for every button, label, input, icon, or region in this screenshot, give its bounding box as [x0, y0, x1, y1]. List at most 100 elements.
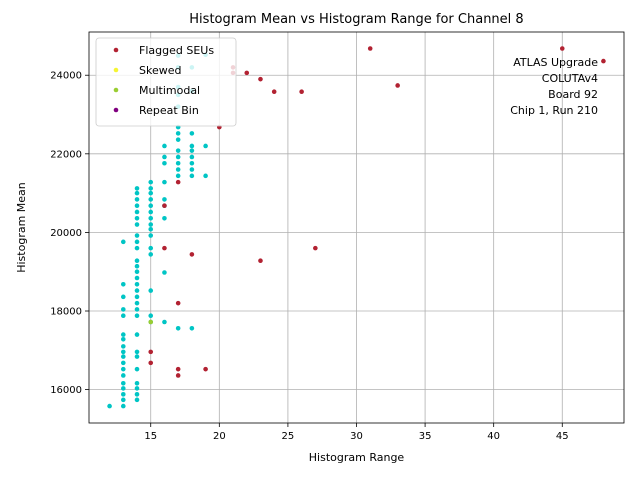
- y-tick-label: 20000: [50, 228, 82, 239]
- data-point-series-0: [134, 209, 140, 215]
- data-point-series-0: [134, 354, 140, 359]
- data-point-series-1: [175, 373, 181, 378]
- data-point-series-0: [162, 160, 167, 166]
- data-point-series-0: [148, 226, 154, 232]
- data-point-series-0: [203, 143, 208, 149]
- data-point-series-0: [134, 269, 140, 275]
- x-axis-ticks: 15 20 25 30 35 40 45: [144, 423, 569, 442]
- data-point-series-1: [313, 245, 318, 251]
- data-point-series-0: [148, 313, 154, 319]
- x-tick-label: 25: [282, 431, 295, 442]
- data-point-series-1: [203, 366, 208, 372]
- data-point-series-0: [134, 263, 140, 269]
- data-point-series-0: [120, 403, 126, 409]
- data-point-series-1: [258, 258, 263, 264]
- data-point-series-0: [162, 154, 167, 160]
- data-point-series-1: [189, 252, 195, 257]
- annotation-line: ATLAS Upgrade: [513, 56, 598, 69]
- data-point-series-1: [601, 58, 606, 64]
- data-point-series-0: [189, 167, 195, 172]
- data-point-series-0: [134, 397, 140, 403]
- x-tick-label: 15: [144, 431, 157, 442]
- data-point-series-1: [271, 89, 277, 95]
- data-point-series-0: [120, 349, 126, 355]
- legend-marker: [113, 67, 119, 73]
- data-point-series-1: [175, 300, 181, 306]
- x-tick-label: 30: [350, 431, 363, 442]
- x-axis-label: Histogram Range: [309, 451, 405, 464]
- data-point-series-0: [148, 190, 154, 196]
- data-point-series-0: [120, 397, 126, 403]
- y-tick-label: 16000: [50, 385, 82, 396]
- legend-marker: [113, 87, 119, 93]
- x-tick-label: 45: [556, 431, 569, 442]
- chart-annotation: ATLAS Upgrade COLUTAv4 Board 92 Chip 1, Run…: [510, 56, 598, 117]
- y-tick-label: 22000: [50, 149, 82, 160]
- data-point-series-1: [395, 83, 400, 88]
- data-point-series-0: [120, 354, 126, 359]
- data-point-series-0: [148, 252, 154, 257]
- data-point-series-1: [162, 203, 167, 208]
- data-point-series-0: [203, 173, 208, 179]
- data-point-series-0: [120, 239, 126, 245]
- y-axis-ticks: 16000 18000 20000 22000 24000: [50, 71, 89, 396]
- data-point-series-0: [134, 197, 140, 202]
- x-tick-label: 35: [419, 431, 432, 442]
- data-point-series-0: [120, 281, 126, 287]
- chart-title: Histogram Mean vs Histogram Range for Ch…: [189, 12, 523, 27]
- data-point-series-0: [120, 366, 126, 372]
- data-point-series-0: [134, 258, 140, 264]
- y-tick-label: 18000: [50, 307, 82, 318]
- data-point-series-0: [120, 344, 126, 349]
- data-point-series-0: [134, 281, 140, 287]
- data-point-series-3: [148, 319, 154, 325]
- data-point-series-0: [162, 215, 167, 221]
- data-point-series-0: [134, 233, 140, 238]
- data-point-series-0: [120, 386, 126, 391]
- data-point-series-0: [175, 173, 181, 179]
- data-point-series-0: [189, 154, 195, 160]
- data-point-series-1: [148, 349, 154, 355]
- data-point-series-0: [134, 381, 140, 386]
- data-point-series-0: [175, 325, 181, 331]
- data-point-series-1: [299, 89, 304, 95]
- data-point-series-0: [107, 403, 112, 409]
- data-point-series-0: [148, 222, 154, 227]
- data-point-series-0: [189, 325, 195, 331]
- data-point-series-0: [134, 366, 140, 372]
- data-point-series-0: [120, 313, 126, 319]
- data-point-series-1: [559, 46, 565, 51]
- data-point-series-0: [175, 167, 181, 172]
- data-point-series-0: [134, 288, 140, 293]
- grid-lines: [89, 32, 624, 423]
- data-point-series-0: [134, 307, 140, 312]
- data-point-series-0: [134, 186, 140, 191]
- x-tick-label: 40: [487, 431, 500, 442]
- data-point-series-1: [244, 70, 250, 76]
- legend-label: Flagged SEUs: [139, 44, 214, 57]
- data-point-series-0: [134, 332, 140, 337]
- data-point-series-0: [120, 392, 126, 397]
- data-point-series-0: [134, 300, 140, 306]
- annotation-line: Chip 1, Run 210: [510, 104, 598, 117]
- data-point-series-0: [148, 197, 154, 202]
- data-point-series-0: [148, 203, 154, 208]
- data-point-series-0: [162, 319, 167, 325]
- data-point-series-0: [134, 203, 140, 208]
- y-axis-label: Histogram Mean: [15, 182, 28, 273]
- data-point-series-0: [175, 160, 181, 166]
- data-point-series-0: [148, 215, 154, 221]
- data-point-series-0: [189, 143, 195, 149]
- legend-marker: [113, 47, 119, 53]
- data-point-series-1: [367, 46, 373, 51]
- data-point-series-0: [162, 197, 167, 202]
- data-point-series-1: [175, 179, 181, 185]
- data-point-series-0: [162, 270, 167, 275]
- data-point-series-0: [148, 233, 154, 238]
- data-point-series-0: [134, 313, 140, 319]
- data-point-series-0: [134, 294, 140, 300]
- legend: Flagged SEUs Skewed Multimodal Repeat Bin: [95, 37, 237, 127]
- data-point-series-0: [134, 239, 140, 245]
- annotation-line: Board 92: [548, 88, 598, 101]
- data-point-series-0: [134, 215, 140, 221]
